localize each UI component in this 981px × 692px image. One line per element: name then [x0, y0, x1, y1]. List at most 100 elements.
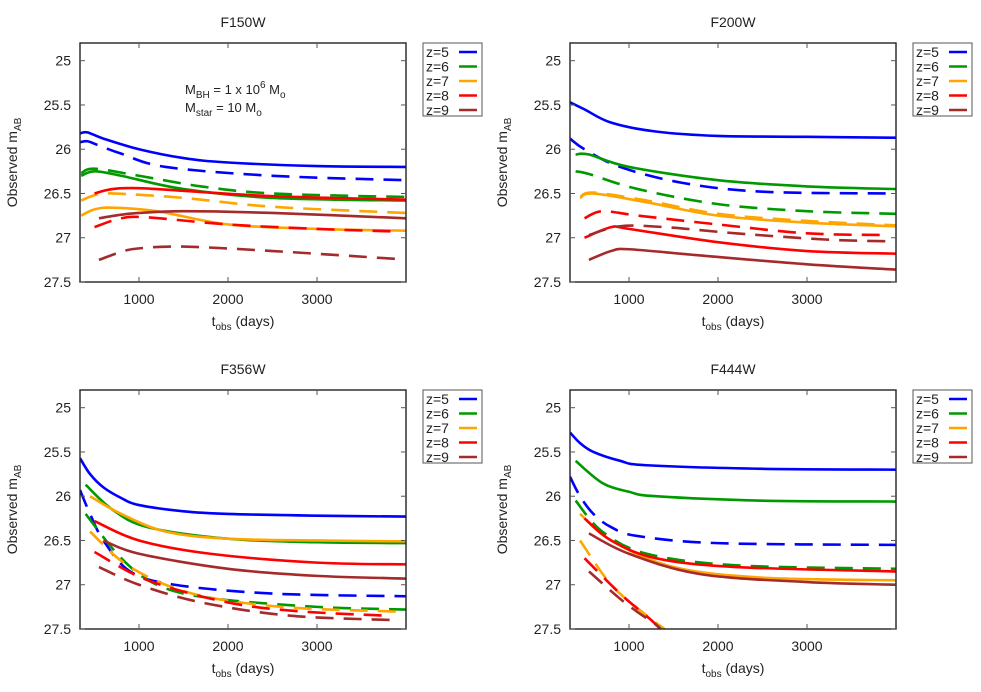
panel-f150w: F150W 25 25.5 26 26.5 27 27.5 1000 2000 3000 tobs …: [0, 0, 490, 340]
y-tick-label: 25.5: [44, 444, 71, 460]
x-tick-label: 2000: [702, 638, 733, 654]
series-line: [89, 495, 406, 543]
x-axis-label: tobs (days): [702, 660, 765, 680]
x-tick-label: 1000: [613, 291, 644, 307]
x-tick-label: 1000: [123, 291, 154, 307]
series-line: [570, 431, 896, 471]
series-line: [588, 224, 888, 243]
y-tick-label: 26.5: [44, 185, 71, 201]
plot-area: [570, 431, 896, 629]
series-line: [574, 499, 896, 571]
legend-box: [912, 42, 973, 117]
x-tick-label: 2000: [212, 291, 243, 307]
y-tick-label: 27.5: [534, 274, 561, 290]
x-axis-label: tobs (days): [212, 660, 275, 680]
legend-label: z=6: [426, 59, 449, 75]
x-tick-label: 2000: [212, 638, 243, 654]
series-line: [98, 565, 398, 622]
plot-frame: [79, 389, 407, 630]
x-tick-label: 3000: [791, 291, 822, 307]
chart-title: F356W: [220, 361, 266, 377]
y-axis-label: Observed mAB: [4, 464, 24, 554]
y-tick-label: 25: [545, 400, 561, 416]
y-tick-label: 25: [545, 53, 561, 69]
x-tick-label: 2000: [702, 291, 733, 307]
series-line: [98, 245, 398, 262]
series-line: [102, 539, 406, 580]
legend-box: [422, 42, 483, 117]
series-line: [579, 191, 896, 227]
y-axis-label: Observed mAB: [4, 117, 24, 207]
annotation-mbh: MBH = 1 x 106 Mo: [185, 80, 286, 101]
y-tick-label: 26.5: [44, 532, 71, 548]
legend-label: z=6: [426, 406, 449, 422]
legend-label: z=9: [916, 102, 939, 118]
x-axis-label: tobs (days): [212, 313, 275, 333]
y-tick-label: 25.5: [534, 97, 561, 113]
legend-label: z=5: [916, 391, 939, 407]
series-line: [575, 170, 896, 216]
y-tick-label: 26.5: [534, 532, 561, 548]
chart-title: F200W: [710, 14, 756, 30]
series-line: [80, 167, 406, 199]
series-line: [583, 557, 662, 629]
x-tick-label: 3000: [301, 638, 332, 654]
y-tick-label: 27.5: [44, 274, 71, 290]
y-axis-label: Observed mAB: [494, 464, 514, 554]
y-tick-label: 25.5: [44, 97, 71, 113]
y-tick-label: 27.5: [44, 621, 71, 637]
chart-svg: F150W 25 25.5 26 26.5 27 27.5 1000 2000 3000 tobs …: [4, 14, 483, 333]
y-tick-label: 25: [55, 400, 71, 416]
series-line: [80, 139, 406, 182]
series-line: [588, 532, 896, 587]
legend-label: z=6: [916, 59, 939, 75]
plot-area: [80, 457, 406, 622]
legend-box: [912, 389, 973, 464]
series-line: [98, 209, 406, 220]
series-line: [588, 570, 662, 629]
legend-label: z=7: [426, 73, 449, 89]
legend-label: z=7: [426, 420, 449, 436]
series-line: [80, 489, 406, 598]
series-line: [575, 152, 896, 191]
series-line: [583, 517, 896, 573]
legend-label: z=7: [916, 420, 939, 436]
plot-frame: [569, 42, 897, 283]
legend-label: z=9: [916, 449, 939, 465]
y-tick-label: 27: [55, 230, 71, 246]
series-line: [588, 247, 896, 271]
series-line: [84, 513, 406, 611]
legend-label: z=9: [426, 102, 449, 118]
y-tick-label: 27: [545, 577, 561, 593]
y-tick-label: 26: [55, 141, 71, 157]
plot-frame: [79, 42, 407, 283]
series-line: [80, 130, 406, 169]
series-line: [80, 457, 406, 518]
series-line: [80, 170, 406, 202]
x-axis-label: tobs (days): [702, 313, 765, 333]
plot-area: [80, 130, 406, 262]
series-line: [570, 476, 896, 547]
series-line: [570, 137, 896, 195]
series-line: [80, 192, 406, 215]
annotation-mstar: Mstar = 10 Mo: [185, 100, 262, 119]
plot-frame: [569, 389, 897, 630]
series-line: [89, 530, 406, 614]
legend-label: z=8: [426, 435, 449, 451]
series-line: [583, 209, 888, 237]
series-line: [578, 539, 666, 629]
y-tick-label: 26: [545, 488, 561, 504]
chart-svg: F444W 25 25.5 26 26.5 27 27.5 1000 2000 3000 tobs …: [494, 361, 973, 680]
series-line: [574, 459, 896, 503]
series-line: [93, 519, 406, 566]
legend-box: [422, 389, 483, 464]
y-tick-label: 26: [545, 141, 561, 157]
chart-svg: F356W 25 25.5 26 26.5 27 27.5 1000 2000 3000 tobs …: [4, 361, 483, 680]
x-tick-label: 1000: [123, 638, 154, 654]
legend-label: z=5: [426, 44, 449, 60]
legend-label: z=5: [426, 391, 449, 407]
plot-area: [570, 101, 896, 271]
legend-label: z=8: [426, 88, 449, 104]
series-line: [579, 192, 896, 228]
x-tick-label: 3000: [301, 291, 332, 307]
